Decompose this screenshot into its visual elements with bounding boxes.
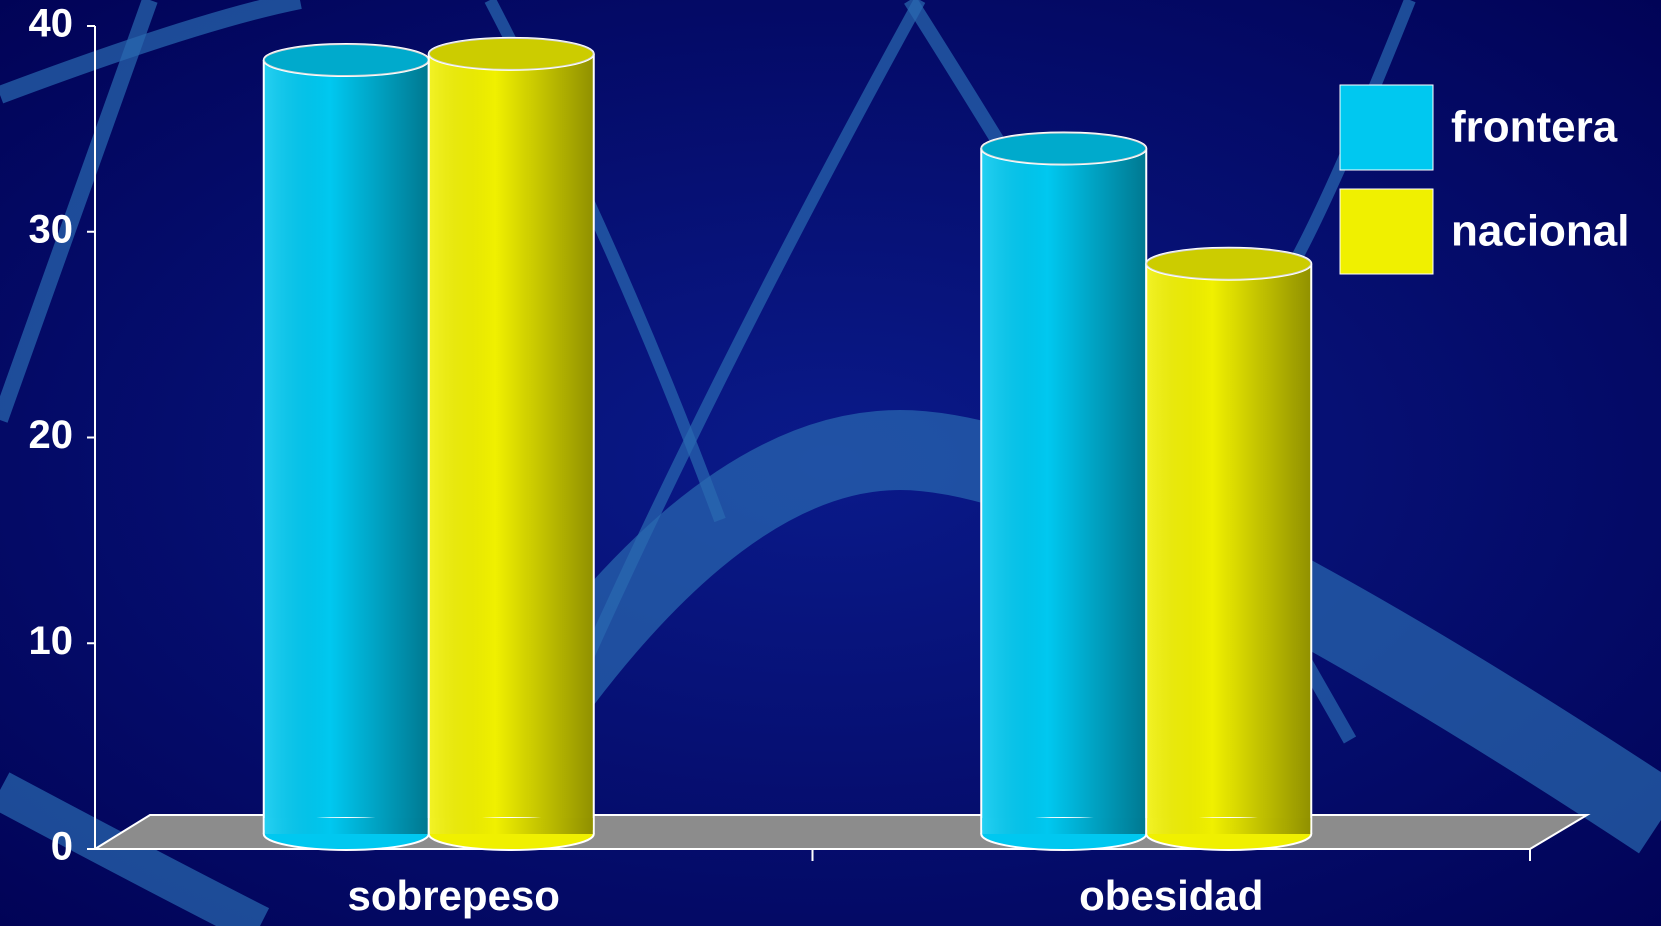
cylinder (1145, 246, 1313, 851)
legend-swatch (1339, 84, 1434, 171)
cylinder (427, 36, 595, 851)
bar-bottom-cover-shade (1147, 818, 1311, 834)
cylinder (262, 43, 430, 851)
y-tick-label: 0 (51, 825, 73, 869)
bar-shade (981, 148, 1147, 834)
bar-shade (263, 60, 429, 835)
bar-top-shade (981, 132, 1147, 165)
bar-bottom-cover-shade (982, 818, 1146, 834)
x-tick-label: sobrepeso (348, 872, 560, 919)
y-tick-label: 30 (29, 207, 74, 251)
bar-top (980, 131, 1148, 166)
bar-top-shade (1146, 247, 1312, 280)
bar-bottom-cover-shade (429, 818, 593, 834)
legend-swatch (1339, 188, 1434, 275)
bar-bottom-cover-shade (264, 818, 428, 834)
y-tick-label: 40 (29, 2, 74, 46)
y-tick-label: 20 (29, 413, 74, 457)
bar-top-shade (263, 44, 429, 77)
bar-top (427, 36, 595, 71)
x-tick-label: obesidad (1079, 872, 1263, 919)
bar-top-shade (428, 37, 594, 70)
bar-shade (1146, 263, 1312, 834)
legend-label: frontera (1451, 103, 1618, 152)
legend-label: nacional (1451, 207, 1630, 256)
y-tick-label: 10 (29, 619, 74, 663)
bar-shade (428, 53, 594, 835)
bar-top (1145, 246, 1313, 281)
cylinder (980, 131, 1148, 851)
